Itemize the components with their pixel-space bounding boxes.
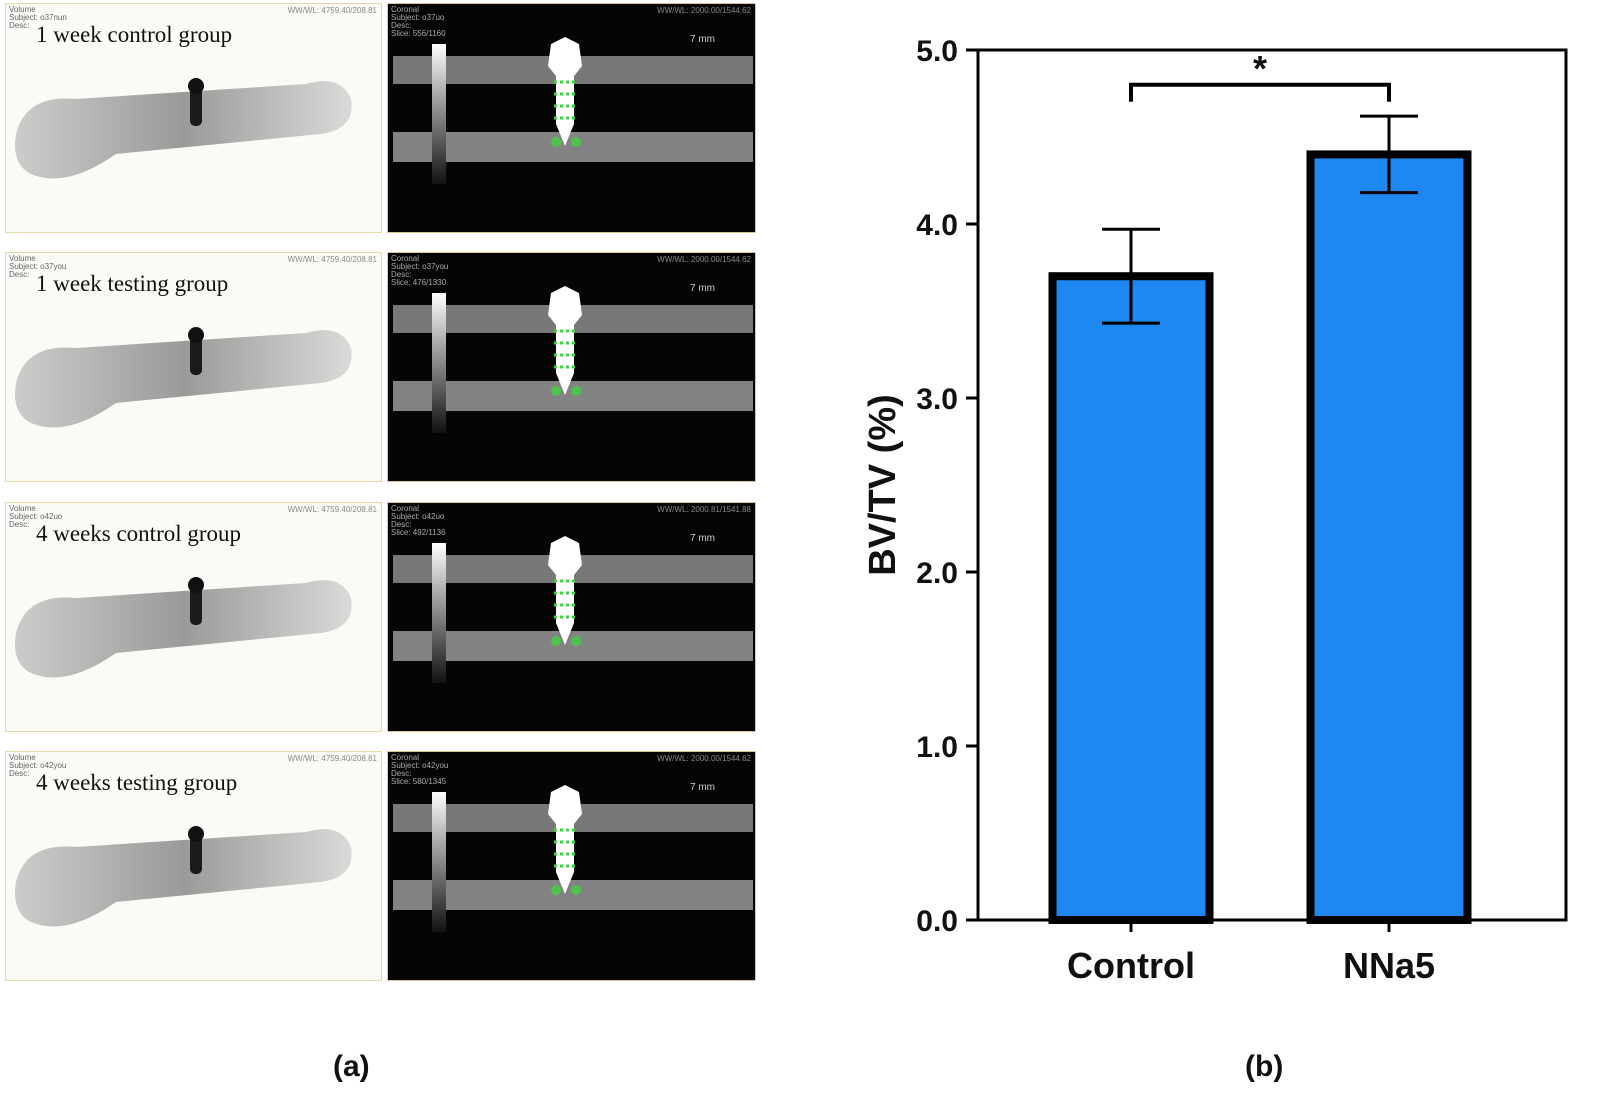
- xray-image: Volume Subject: o37nun Desc: WW/WL: 4759…: [5, 3, 382, 233]
- scale-label: 7 mm: [690, 782, 715, 793]
- micro-ct-section: [393, 536, 753, 683]
- significance-bracket: [1129, 82, 1391, 102]
- xray-meta-right-text: WW/WL: 4759.40/208.81: [287, 6, 377, 15]
- xray-meta-right-text: WW/WL: 4759.40/208.81: [287, 255, 377, 264]
- y-tick-label: 4.0: [916, 209, 958, 242]
- micro-ct-image: Coronal Subject: o42you Desc: Slice: 580…: [387, 751, 756, 981]
- x-category-label: NNa5: [1343, 945, 1435, 986]
- y-tick-label: 0.0: [916, 905, 958, 938]
- group-label: 1 week control group: [36, 22, 233, 47]
- femur-image: [15, 78, 352, 179]
- y-tick-label: 3.0: [916, 383, 958, 416]
- femur-image: [15, 826, 352, 927]
- image-row-2: Volume Subject: o37you Desc: WW/WL: 4759…: [5, 252, 756, 482]
- femur-image: [15, 577, 352, 678]
- micro-ct-image: Coronal Subject: o37uo Desc: Slice: 556/…: [387, 3, 756, 233]
- xray-meta-text: Volume Subject: o37nun Desc:: [9, 5, 67, 30]
- xray-image: Volume Subject: o42uo Desc: WW/WL: 4759.…: [5, 502, 382, 732]
- group-label: 4 weeks testing group: [36, 770, 238, 795]
- micro-ct-section: [393, 37, 753, 184]
- image-row-1: Volume Subject: o37nun Desc: WW/WL: 4759…: [5, 3, 756, 233]
- micro-ct-section: [393, 286, 753, 433]
- micro-ct-image: Coronal Subject: o37you Desc: Slice: 476…: [387, 252, 756, 482]
- ct-meta-text: Coronal Subject: o42you Desc: Slice: 580…: [391, 753, 449, 786]
- ct-meta-text: Coronal Subject: o37you Desc: Slice: 476…: [391, 254, 449, 287]
- ct-meta-right-text: WW/WL: 2000.00/1544.62: [657, 6, 751, 15]
- micro-ct-section: [393, 785, 753, 932]
- ct-meta-text: Coronal Subject: o37uo Desc: Slice: 556/…: [391, 5, 446, 38]
- group-label: 4 weeks control group: [36, 521, 242, 546]
- femur-image: [15, 327, 352, 428]
- xray-meta-right-text: WW/WL: 4759.40/208.81: [287, 505, 377, 514]
- bar-nna5: [1306, 150, 1472, 924]
- image-row-4: Volume Subject: o42you Desc: WW/WL: 4759…: [5, 751, 756, 981]
- y-tick-label: 1.0: [916, 731, 958, 764]
- group-label: 1 week testing group: [36, 271, 229, 296]
- y-axis-label: BV/TV (%): [862, 394, 904, 576]
- panel-a-caption: (a): [333, 1050, 370, 1083]
- plot-frame: [976, 48, 1568, 922]
- scale-label: 7 mm: [690, 533, 715, 544]
- xray-meta-right-text: WW/WL: 4759.40/208.81: [287, 754, 377, 763]
- micro-ct-image: Coronal Subject: o42uo Desc: Slice: 492/…: [387, 502, 756, 732]
- xray-meta-text: Volume Subject: o42you Desc:: [9, 753, 67, 778]
- ct-meta-text: Coronal Subject: o42uo Desc: Slice: 492/…: [391, 504, 446, 537]
- image-row-3: Volume Subject: o42uo Desc: WW/WL: 4759.…: [5, 502, 756, 732]
- scale-label: 7 mm: [690, 283, 715, 294]
- xray-image: Volume Subject: o42you Desc: WW/WL: 4759…: [5, 751, 382, 981]
- xray-meta-text: Volume Subject: o37you Desc:: [9, 254, 67, 279]
- panel-b-caption: (b): [1245, 1050, 1284, 1083]
- xray-image: Volume Subject: o37you Desc: WW/WL: 4759…: [5, 252, 382, 482]
- scale-label: 7 mm: [690, 34, 715, 45]
- ct-meta-right-text: WW/WL: 2000.00/1544.62: [657, 255, 751, 264]
- xray-meta-text: Volume Subject: o42uo Desc:: [9, 504, 63, 529]
- y-tick-label: 2.0: [916, 557, 958, 590]
- ct-meta-right-text: WW/WL: 2000.81/1541.88: [657, 505, 751, 514]
- significance-star: *: [1253, 48, 1267, 89]
- y-tick-label: 5.0: [916, 35, 958, 68]
- bar-control: [1048, 272, 1214, 924]
- x-category-label: Control: [1067, 945, 1195, 986]
- bvtv-bar-chart: 0.0 1.0 2.0 3.0 4.0 5.0 BV/TV (%) Control NNa5 *: [862, 35, 1568, 986]
- ct-meta-right-text: WW/WL: 2000.00/1544.62: [657, 754, 751, 763]
